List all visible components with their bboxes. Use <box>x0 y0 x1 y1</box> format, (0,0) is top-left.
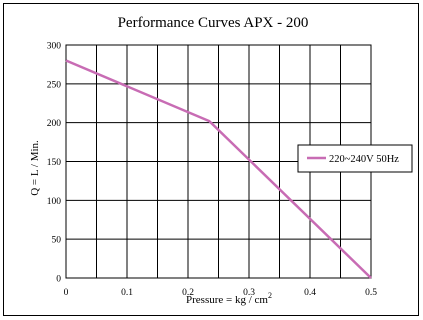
x-tick-label: 0 <box>64 288 69 298</box>
y-axis-label: Q = L / Min. <box>29 140 41 196</box>
legend-label: 220~240V 50Hz <box>329 154 399 165</box>
x-tick-label: 0.5 <box>365 288 377 298</box>
x-tick-label: 0.1 <box>121 288 133 298</box>
x-tick-label: 0.2 <box>182 288 194 298</box>
y-tick-label: 150 <box>47 158 62 168</box>
chart-legend: 220~240V 50Hz <box>297 144 413 173</box>
y-tick-label: 0 <box>56 275 61 285</box>
x-axis-label-superscript: 2 <box>268 291 272 300</box>
x-tick-labels: 0 0.1 0.2 0.3 0.4 0.5 <box>64 288 378 298</box>
y-tick-label: 100 <box>47 197 62 207</box>
x-tick-label: 0.3 <box>243 288 255 298</box>
x-axis-label-text: Pressure = kg / cm <box>186 294 268 306</box>
y-tick-label: 50 <box>52 236 62 246</box>
x-tick-label: 0.4 <box>304 288 316 298</box>
series-layer <box>65 59 372 279</box>
y-tick-label: 300 <box>47 42 62 52</box>
chart-title: Performance Curves APX - 200 <box>118 15 309 31</box>
y-tick-label: 250 <box>47 80 62 90</box>
x-axis-label: Pressure = kg / cm2 <box>186 291 272 306</box>
series-line <box>65 59 372 279</box>
y-tick-labels: 300 250 200 150 100 50 0 <box>47 42 62 285</box>
y-tick-label: 200 <box>47 119 62 129</box>
